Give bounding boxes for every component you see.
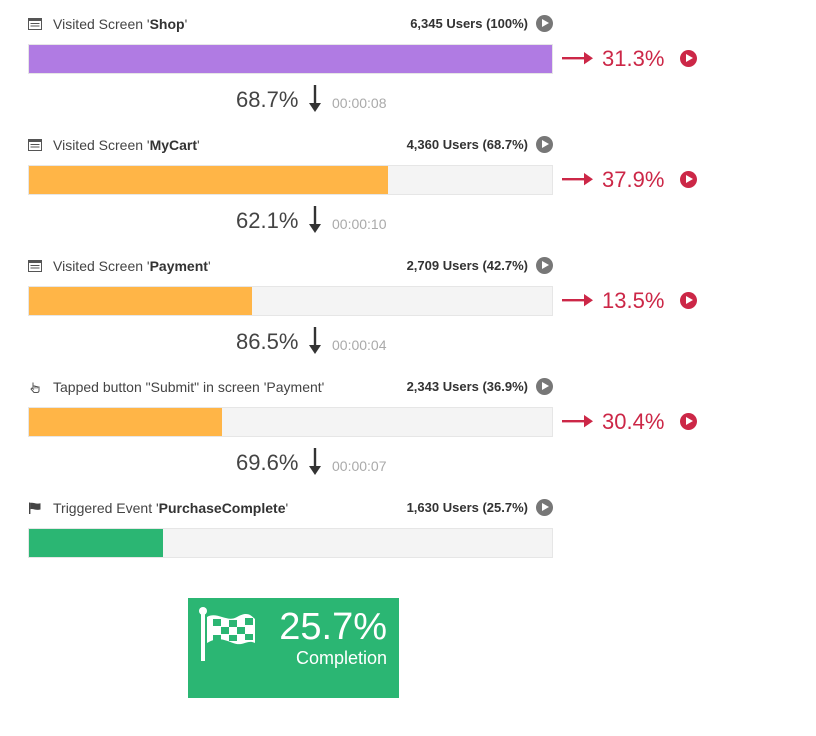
step-label-name: Shop (149, 16, 185, 32)
step-users-count: 6,345 Users (100%) (410, 16, 528, 31)
step-header: Triggered Event 'PurchaseComplete' 1,630 … (28, 498, 553, 520)
step-users-count: 1,630 Users (25.7%) (406, 500, 528, 515)
play-button[interactable] (536, 257, 553, 274)
screen-icon (28, 18, 42, 30)
step-header: Visited Screen 'Shop' 6,345 Users (100%) (28, 14, 553, 36)
conversion-indicator: 68.7% 00:00:08 (236, 85, 416, 117)
funnel-bar[interactable] (29, 45, 552, 73)
dropoff-play-button[interactable] (680, 292, 697, 309)
bar-track (28, 286, 553, 316)
conversion-rate: 86.5% (236, 329, 299, 354)
conversion-arrow-icon (309, 85, 321, 112)
step-label-name: Payment (149, 258, 208, 274)
step-label-suffix: ' (207, 258, 211, 274)
dropoff-value: 13.5% (602, 288, 665, 313)
dropoff-value: 30.4% (602, 409, 665, 434)
step-header: Tapped button "Submit" in screen 'Paymen… (28, 377, 553, 399)
funnel-step: Triggered Event 'PurchaseComplete' 1,630 … (28, 498, 553, 558)
step-users-count: 2,343 Users (36.9%) (406, 379, 528, 394)
bar-track (28, 407, 553, 437)
conversion-indicator: 86.5% 00:00:04 (236, 327, 416, 359)
conversion-time: 00:00:07 (332, 458, 387, 474)
completion-label: Completion (295, 648, 387, 668)
step-label: Triggered Event 'PurchaseComplete' (53, 500, 288, 516)
conversion-time: 00:00:08 (332, 95, 387, 111)
step-header: Visited Screen 'Payment' 2,709 Users (42.… (28, 256, 553, 278)
dropoff-arrow-icon (562, 294, 593, 307)
step-label-prefix: Visited Screen ' (53, 16, 150, 32)
play-button[interactable] (536, 136, 553, 153)
conversion-rate: 62.1% (236, 208, 299, 233)
bar-track (28, 44, 553, 74)
dropoff-indicator: 30.4% (562, 407, 702, 437)
screen-icon (28, 139, 42, 151)
conversion-indicator: 62.1% 00:00:10 (236, 206, 416, 238)
funnel-step: Visited Screen 'Shop' 6,345 Users (100%) (28, 14, 553, 74)
dropoff-arrow-icon (562, 415, 593, 428)
step-label-suffix: ' (184, 16, 188, 32)
play-button[interactable] (536, 499, 553, 516)
funnel-step: Visited Screen 'Payment' 2,709 Users (42.… (28, 256, 553, 316)
dropoff-indicator: 31.3% (562, 44, 702, 74)
dropoff-play-button[interactable] (680, 50, 697, 67)
funnel-bar[interactable] (29, 408, 222, 436)
conversion-arrow-icon (309, 327, 321, 354)
screen-icon (28, 260, 42, 272)
dropoff-indicator: 37.9% (562, 165, 702, 195)
conversion-time: 00:00:04 (332, 337, 387, 353)
completion-value: 25.7% (279, 606, 387, 648)
step-label-prefix: Tapped button "Submit" in screen 'Paymen… (53, 379, 325, 395)
funnel-step: Tapped button "Submit" in screen 'Paymen… (28, 377, 553, 437)
step-label-name: MyCart (149, 137, 198, 153)
dropoff-arrow-icon (562, 52, 593, 65)
bar-track (28, 528, 553, 558)
conversion-indicator: 69.6% 00:00:07 (236, 448, 416, 480)
step-label-prefix: Visited Screen ' (53, 258, 150, 274)
bar-track (28, 165, 553, 195)
step-users-count: 2,709 Users (42.7%) (406, 258, 528, 273)
conversion-rate: 68.7% (236, 87, 299, 112)
checkered-flag-icon (199, 607, 255, 661)
play-button[interactable] (536, 378, 553, 395)
step-label: Visited Screen 'Payment' (53, 258, 211, 274)
conversion-arrow-icon (309, 206, 321, 233)
step-label: Visited Screen 'Shop' (53, 16, 187, 32)
step-label-suffix: ' (197, 137, 200, 153)
conversion-arrow-icon (309, 448, 321, 475)
funnel-bar[interactable] (29, 166, 389, 194)
conversion-rate: 69.6% (236, 450, 299, 475)
dropoff-value: 37.9% (602, 167, 665, 192)
dropoff-indicator: 13.5% (562, 286, 702, 316)
dropoff-play-button[interactable] (680, 413, 697, 430)
step-label: Tapped button "Submit" in screen 'Paymen… (53, 379, 324, 395)
conversion-time: 00:00:10 (332, 216, 387, 232)
step-label-suffix: ' (285, 500, 289, 516)
play-button[interactable] (536, 15, 553, 32)
funnel-bar[interactable] (29, 529, 164, 557)
step-users-count: 4,360 Users (68.7%) (406, 137, 528, 152)
dropoff-value: 31.3% (602, 46, 665, 71)
completion-summary: 25.7% Completion (188, 598, 399, 698)
step-label: Visited Screen 'MyCart' (53, 137, 200, 153)
dropoff-arrow-icon (562, 173, 593, 186)
flag-icon (29, 502, 41, 514)
tap-hand-icon (30, 382, 40, 393)
step-label-prefix: Visited Screen ' (53, 137, 150, 153)
step-label-name: PurchaseComplete (158, 500, 286, 516)
funnel-bar[interactable] (29, 287, 253, 315)
dropoff-play-button[interactable] (680, 171, 697, 188)
step-label-prefix: Triggered Event ' (53, 500, 159, 516)
funnel-step: Visited Screen 'MyCart' 4,360 Users (68.7… (28, 135, 553, 195)
step-header: Visited Screen 'MyCart' 4,360 Users (68.7… (28, 135, 553, 157)
